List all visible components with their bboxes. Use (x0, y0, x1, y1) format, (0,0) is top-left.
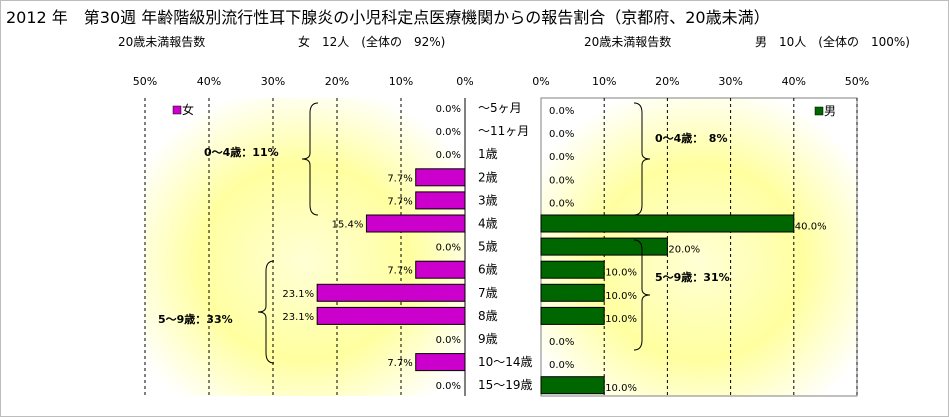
category-label: 3歳 (478, 193, 498, 207)
female-bar (415, 168, 466, 187)
female-data-label: 0.0% (436, 381, 461, 392)
female-data-label: 7.7% (387, 358, 412, 369)
male-data-label: 10.0% (605, 268, 637, 279)
female-tick-label: 20% (325, 75, 349, 88)
male-data-label: 10.0% (605, 383, 637, 394)
male-bar (540, 260, 605, 279)
female-data-label: 7.7% (387, 266, 412, 277)
male-legend-label: 男 (824, 104, 836, 118)
male-tick-label: 30% (718, 75, 742, 88)
female-data-label: 0.0% (436, 150, 461, 161)
female-tick-label: 10% (389, 75, 413, 88)
female-bar (415, 353, 466, 372)
category-label: 6歳 (478, 263, 498, 277)
male-data-label: 0.0% (549, 198, 574, 209)
female-data-label: 7.7% (387, 173, 412, 184)
male-report-label: 20歳未満報告数 (584, 35, 672, 49)
category-label: 4歳 (478, 217, 498, 231)
category-label: 5歳 (478, 240, 498, 254)
female-summary: 女 12人 (全体の 92%) (298, 35, 446, 49)
female-bar (415, 191, 466, 210)
male-bracket-0-4 (633, 102, 651, 216)
female-data-label: 23.1% (282, 289, 314, 300)
female-bar (365, 214, 466, 233)
female-bracket-0-4 (301, 102, 319, 216)
category-label: ～5ヶ月 (478, 101, 522, 115)
female-bar (316, 283, 466, 302)
male-legend-swatch (814, 106, 824, 116)
female-bracket-label-0-4: 0～4歳：11% (204, 145, 279, 159)
male-tick-label: 0% (532, 75, 549, 88)
female-tick-label: 50% (133, 75, 157, 88)
male-data-label: 10.0% (605, 314, 637, 325)
female-data-label: 0.0% (436, 104, 461, 115)
male-bar (540, 214, 795, 233)
female-data-label: 0.0% (436, 127, 461, 138)
female-legend-label: 女 (182, 102, 194, 117)
category-label: 7歳 (478, 286, 498, 300)
male-plot-area: 0% 10% 20% 30% 40% 50% (532, 75, 869, 397)
male-data-label: 0.0% (549, 337, 574, 348)
category-label: ～11ヶ月 (478, 124, 529, 138)
female-legend-swatch (172, 105, 182, 115)
male-bar (540, 283, 605, 302)
category-label: 9歳 (478, 332, 498, 346)
male-tick-label: 50% (845, 75, 869, 88)
female-tick-label: 30% (261, 75, 285, 88)
female-plot-background (145, 98, 465, 396)
male-tick-label: 40% (782, 75, 806, 88)
female-data-label: 23.1% (282, 312, 314, 323)
category-label: 10～14歳 (478, 355, 533, 369)
female-data-label: 0.0% (436, 243, 461, 254)
male-data-label: 0.0% (549, 129, 574, 140)
male-bracket-label-0-4: 0～4歳： 8% (655, 131, 727, 145)
category-label: 15～19歳 (478, 378, 533, 392)
female-bar (316, 306, 466, 325)
female-bracket-label-5-9: 5～9歳：33% (158, 312, 233, 326)
chart-marks: ～5ヶ月 ～11ヶ月 1歳 2歳 3歳 4歳 5歳 6歳 7歳 8歳 9歳 10～14歳 15～19歳 0… (158, 101, 836, 395)
female-bracket-5-9 (257, 260, 275, 364)
male-data-label: 40.0% (795, 222, 827, 233)
category-label: 2歳 (478, 170, 498, 184)
category-label: 8歳 (478, 309, 498, 323)
female-tick-label: 40% (197, 75, 221, 88)
category-label: 1歳 (478, 147, 498, 161)
male-data-label: 10.0% (605, 291, 637, 302)
male-data-label: 0.0% (549, 106, 574, 117)
female-plot-area: 0% 10% 20% 30% 40% 50% (133, 75, 474, 396)
male-tick-label: 20% (655, 75, 679, 88)
chart-title: 2012 年 第30週 年齢階級別流行性耳下腺炎の小児科定点医療機関からの報告割… (6, 8, 770, 27)
male-data-label: 0.0% (549, 152, 574, 163)
male-bar (540, 376, 605, 395)
male-summary: 男 10人 (全体の 100%) (755, 35, 910, 49)
male-data-label: 0.0% (549, 360, 574, 371)
female-report-label: 20歳未満報告数 (118, 35, 206, 49)
male-tick-label: 10% (592, 75, 616, 88)
male-data-label: 20.0% (668, 245, 700, 256)
male-bar (540, 306, 605, 325)
female-data-label: 7.7% (387, 196, 412, 207)
female-data-label: 0.0% (436, 335, 461, 346)
female-data-label: 15.4% (332, 220, 364, 231)
female-bar (415, 260, 466, 279)
female-tick-label: 0% (456, 75, 473, 88)
male-data-label: 0.0% (549, 175, 574, 186)
male-bracket-label-5-9: 5～9歳：31% (655, 270, 730, 284)
male-bracket-5-9 (633, 239, 651, 351)
male-bar (540, 237, 668, 256)
